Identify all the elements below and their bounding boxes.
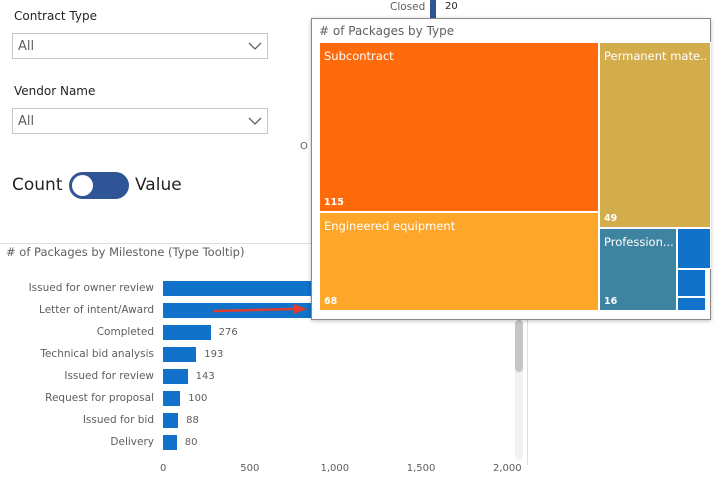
- tooltip-title: # of Packages by Type: [319, 24, 455, 38]
- tile-value: 115: [324, 197, 344, 208]
- milestone-bar[interactable]: [163, 391, 181, 406]
- toggle-knob[interactable]: [72, 175, 93, 196]
- tile-name: Permanent mate...: [604, 49, 708, 63]
- chart-scroll-track[interactable]: [515, 320, 523, 460]
- count-value-toggle[interactable]: [69, 172, 129, 199]
- x-tick-label: 500: [240, 463, 260, 474]
- treemap-tile[interactable]: Engineered equipment 68: [319, 212, 599, 311]
- milestone-chart-title: # of Packages by Milestone (Type Tooltip…: [6, 245, 245, 259]
- milestone-bar[interactable]: [163, 435, 177, 450]
- closed-bar: [430, 0, 436, 18]
- tile-value: 68: [324, 296, 338, 307]
- category-label: Issued for owner review: [28, 282, 154, 294]
- category-label: Request for proposal: [45, 392, 154, 404]
- category-label: Delivery: [110, 436, 154, 448]
- chevron-down-icon: [248, 117, 262, 125]
- category-label: Issued for review: [64, 370, 154, 382]
- contract-type-value: All: [18, 39, 35, 54]
- milestone-bar[interactable]: [163, 281, 313, 296]
- x-tick-label: 1,500: [406, 463, 436, 474]
- tile-name: Profession...: [604, 235, 674, 249]
- category-label: Issued for bid: [82, 414, 154, 426]
- x-tick-label: 0: [160, 463, 167, 474]
- type-tooltip: # of Packages by Type Subcontract 115 Engi…: [311, 18, 711, 320]
- bar-value-label: 88: [186, 415, 199, 426]
- treemap-tile[interactable]: Profession... 16: [599, 228, 677, 311]
- background-partial-label: O: [300, 141, 308, 152]
- treemap-tile[interactable]: Subcontract 115: [319, 42, 599, 212]
- chart-scrollbar-thumb[interactable]: [515, 320, 523, 372]
- vendor-name-label: Vendor Name: [14, 84, 96, 98]
- tile-name: Engineered equipment: [324, 219, 456, 233]
- treemap-tile[interactable]: Permanent mate... 49: [599, 42, 711, 228]
- bar-value-label: 100: [188, 393, 208, 404]
- bar-value-label: 276: [218, 327, 238, 338]
- milestone-bar[interactable]: [163, 325, 211, 340]
- treemap-tile[interactable]: [677, 269, 706, 297]
- chevron-down-icon: [248, 42, 262, 50]
- toggle-count-label: Count: [12, 175, 63, 195]
- red-arrow-icon: [213, 304, 307, 314]
- category-label: Technical bid analysis: [40, 348, 154, 360]
- vendor-name-value: All: [18, 114, 35, 129]
- category-label: Completed: [96, 326, 154, 338]
- treemap-tile[interactable]: [677, 297, 706, 311]
- tile-name: Subcontract: [324, 49, 394, 63]
- bar-value-label: 143: [195, 371, 215, 382]
- contract-type-dropdown[interactable]: All: [12, 33, 268, 59]
- bar-value-label: 80: [184, 437, 198, 448]
- x-tick-label: 1,000: [320, 463, 350, 474]
- vendor-name-dropdown[interactable]: All: [12, 108, 268, 134]
- closed-label: Closed: [390, 1, 426, 13]
- tile-value: 16: [604, 296, 618, 307]
- treemap-tile[interactable]: [677, 228, 711, 269]
- bar-value-label: 193: [204, 349, 224, 360]
- contract-type-label: Contract Type: [14, 9, 97, 23]
- closed-value: 20: [445, 1, 458, 12]
- chart-right-gridline: [527, 275, 528, 465]
- milestone-bar[interactable]: [163, 347, 197, 362]
- milestone-chart-divider: [0, 243, 312, 244]
- x-tick-label: 2,000: [493, 463, 522, 474]
- milestone-bar[interactable]: [163, 413, 179, 428]
- toggle-value-label: Value: [135, 175, 182, 195]
- category-label: Letter of intent/Award: [39, 304, 154, 316]
- tile-value: 49: [604, 213, 618, 224]
- milestone-bar[interactable]: [163, 369, 188, 384]
